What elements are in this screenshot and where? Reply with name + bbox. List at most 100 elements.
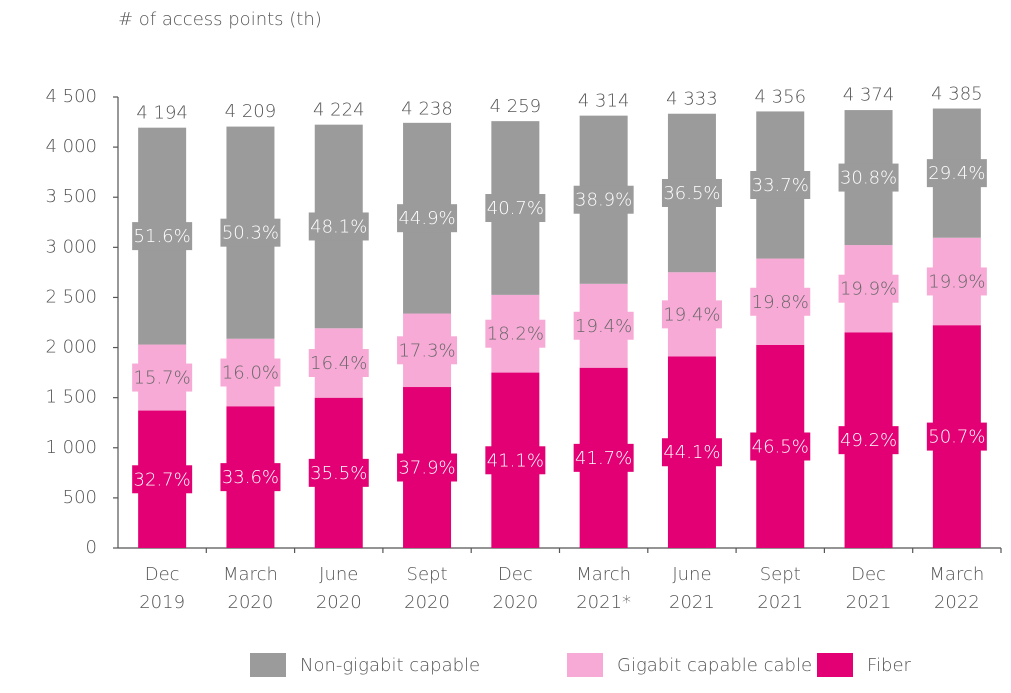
x-tick-label: Dec: [145, 564, 180, 585]
data-label-box: [132, 363, 193, 392]
total-label: 4 194: [136, 103, 188, 124]
total-label: 4 209: [225, 101, 277, 122]
data-label: 29.4%: [928, 163, 985, 184]
total-label: 4 385: [931, 84, 983, 105]
data-label: 35.5%: [310, 463, 367, 484]
y-tick-label: 3 000: [45, 236, 97, 257]
total-label: 4 238: [401, 98, 453, 119]
data-label: 18.2%: [487, 324, 544, 345]
data-label: 37.9%: [398, 458, 455, 479]
x-tick-label: Sept: [760, 564, 801, 585]
data-label: 19.9%: [928, 271, 985, 292]
data-label-box: [220, 358, 281, 387]
data-label: 50.7%: [928, 427, 985, 448]
y-tick-label: 2 000: [45, 337, 97, 358]
data-label: 50.3%: [222, 223, 279, 244]
data-label-box: [661, 438, 722, 467]
data-label-box: [838, 426, 899, 455]
x-tick-label: 2021*: [576, 592, 631, 613]
y-tick-label: 1 500: [45, 387, 97, 408]
x-tick-label: Dec: [851, 564, 886, 585]
y-tick-label: 0: [86, 537, 97, 558]
data-label: 51.6%: [134, 226, 191, 247]
x-tick-label: 2020: [404, 592, 450, 613]
data-label-box: [485, 319, 546, 348]
x-tick-label: 2021: [757, 592, 803, 613]
x-tick-label: June: [672, 564, 711, 585]
data-label: 49.2%: [840, 430, 897, 451]
data-label-box: [573, 185, 634, 214]
legend-swatch: [567, 653, 603, 677]
data-label-box: [485, 446, 546, 475]
data-label: 38.9%: [575, 190, 632, 211]
legend-label: Non-gigabit capable: [300, 655, 480, 676]
data-label-box: [750, 170, 811, 199]
y-tick-label: 3 500: [45, 186, 97, 207]
legend-label: Gigabit capable cable: [617, 655, 812, 676]
data-label-box: [661, 178, 722, 207]
data-label-box: [838, 274, 899, 303]
x-tick-label: 2019: [139, 592, 185, 613]
y-tick-label: 1 000: [45, 437, 97, 458]
data-label: 19.4%: [663, 304, 720, 325]
legend-swatch: [250, 653, 286, 677]
data-label: 16.0%: [222, 363, 279, 384]
data-label: 44.1%: [663, 442, 720, 463]
x-tick-label: 2021: [669, 592, 715, 613]
total-label: 4 224: [313, 100, 365, 121]
data-label-box: [750, 432, 811, 461]
data-label: 33.6%: [222, 467, 279, 488]
data-label: 33.7%: [752, 175, 809, 196]
x-tick-label: March: [223, 564, 278, 585]
data-label-box: [308, 212, 369, 241]
data-label-box: [661, 300, 722, 329]
data-label: 48.1%: [310, 216, 367, 237]
legend-swatch: [817, 653, 853, 677]
total-label: 4 333: [666, 89, 718, 110]
data-label: 19.9%: [840, 279, 897, 300]
data-label: 19.8%: [752, 292, 809, 313]
x-tick-label: March: [576, 564, 631, 585]
data-label: 36.5%: [663, 183, 720, 204]
data-label-box: [926, 159, 987, 188]
data-label-box: [132, 222, 193, 251]
total-label: 4 356: [754, 86, 806, 107]
data-label-box: [485, 194, 546, 223]
data-label: 19.4%: [575, 316, 632, 337]
data-label: 41.1%: [487, 450, 544, 471]
data-label: 15.7%: [134, 368, 191, 389]
x-tick-label: 2022: [934, 592, 980, 613]
y-axis-label: # of access points (th): [118, 9, 322, 30]
data-label: 46.5%: [752, 436, 809, 457]
x-tick-label: 2020: [492, 592, 538, 613]
data-label-box: [397, 336, 458, 365]
data-label: 32.7%: [134, 469, 191, 490]
data-label-box: [397, 453, 458, 482]
x-tick-label: March: [929, 564, 984, 585]
data-label-box: [838, 163, 899, 192]
x-tick-label: Dec: [498, 564, 533, 585]
data-label-box: [397, 204, 458, 233]
data-label-box: [750, 287, 811, 316]
y-tick-label: 500: [63, 487, 97, 508]
legend-label: Fiber: [867, 655, 912, 676]
y-tick-label: 2 500: [45, 286, 97, 307]
data-label-box: [308, 458, 369, 487]
total-label: 4 374: [843, 85, 895, 106]
data-label-box: [573, 311, 634, 340]
data-label: 40.7%: [487, 198, 544, 219]
data-label-box: [132, 465, 193, 494]
x-tick-label: 2021: [846, 592, 892, 613]
data-label-box: [926, 422, 987, 451]
data-label: 44.9%: [398, 208, 455, 229]
x-tick-label: June: [319, 564, 358, 585]
y-tick-label: 4 000: [45, 136, 97, 157]
total-label: 4 259: [490, 96, 542, 117]
data-label-box: [220, 463, 281, 492]
data-label: 16.4%: [310, 353, 367, 374]
data-label-box: [573, 443, 634, 472]
y-tick-label: 4 500: [45, 86, 97, 107]
data-label-box: [220, 218, 281, 247]
x-tick-label: Sept: [407, 564, 448, 585]
